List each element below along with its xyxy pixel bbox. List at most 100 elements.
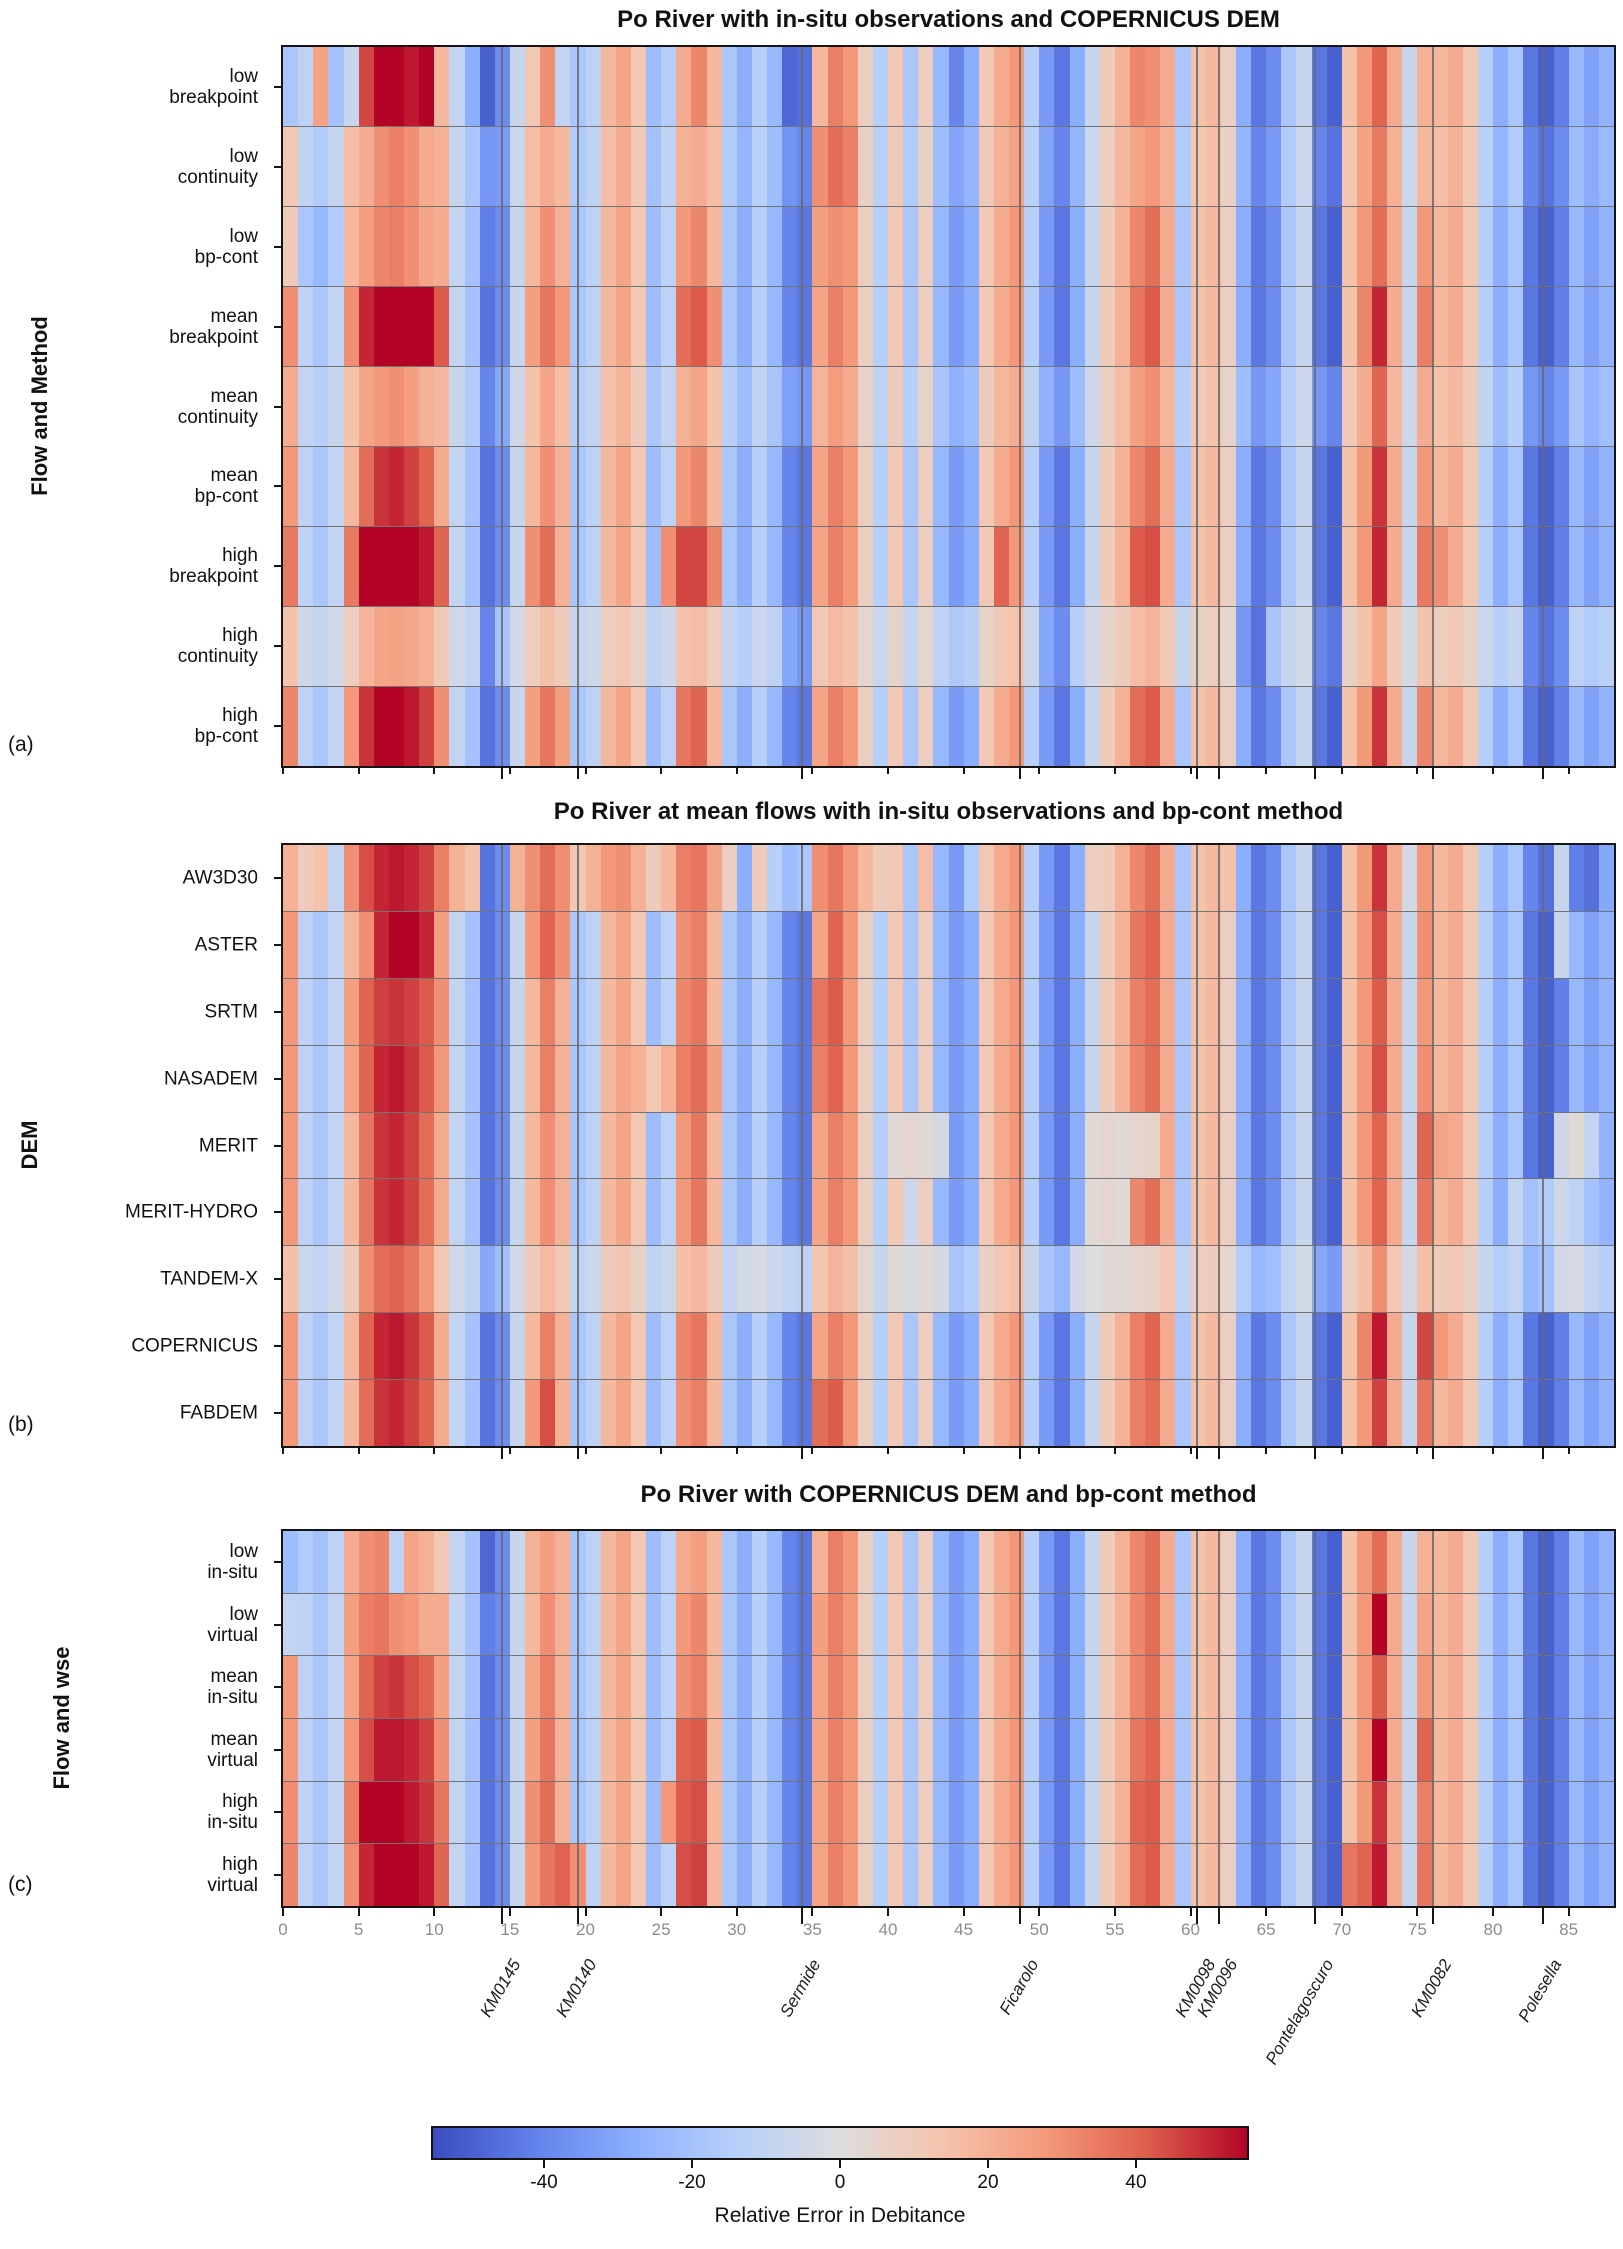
heatmap-cell: [434, 207, 450, 286]
x-tick-label-45: 45: [954, 1920, 974, 1939]
heatmap-cell: [373, 287, 389, 366]
heatmap-cell: [1553, 1179, 1569, 1246]
heatmap-cell: [1175, 1045, 1191, 1112]
heatmap-cell: [1508, 527, 1524, 606]
heatmap-cell: [525, 1112, 541, 1179]
heatmap-cell: [888, 207, 904, 286]
heatmap-cell: [1568, 1246, 1584, 1313]
heatmap-cell: [1447, 1531, 1463, 1593]
heatmap-cell: [1462, 1781, 1478, 1844]
heatmap-cell: [1447, 367, 1463, 446]
heatmap-cell: [585, 1313, 601, 1380]
heatmap-cell: [1220, 1781, 1236, 1844]
heatmap-cell: [1099, 1719, 1115, 1781]
heatmap-cell: [1009, 1531, 1025, 1593]
heatmap-cell: [721, 1112, 737, 1179]
heatmap-cell: [1523, 1593, 1539, 1656]
heatmap-cell: [1039, 207, 1055, 286]
heatmap-cell: [434, 607, 450, 686]
heatmap-cell: [1266, 1179, 1282, 1246]
heatmap-cell: [721, 1313, 737, 1380]
heatmap-cell: [751, 1593, 767, 1656]
heatmap-cell: [509, 527, 525, 606]
heatmap-cell: [1024, 1781, 1040, 1844]
heatmap-cell: [721, 127, 737, 206]
heatmap-cell: [1281, 911, 1297, 978]
heatmap-cell: [343, 978, 359, 1045]
heatmap-cell: [646, 978, 662, 1045]
heatmap-cell: [1266, 1781, 1282, 1844]
heatmap-cell: [525, 911, 541, 978]
x-tick-80: [1492, 768, 1494, 774]
heatmap-cell: [298, 287, 314, 366]
heatmap-cell: [509, 687, 525, 766]
heatmap-cell: [797, 1045, 813, 1112]
heatmap-cell: [358, 1112, 374, 1179]
colorbar: [431, 2126, 1249, 2160]
heatmap-cell: [797, 527, 813, 606]
heatmap-cell: [1130, 1045, 1146, 1112]
heatmap-cell: [1024, 47, 1040, 126]
colorbar-tick-20: [987, 2160, 989, 2168]
heatmap-cell: [1462, 1719, 1478, 1781]
heatmap-cell: [1039, 687, 1055, 766]
heatmap-cell: [1190, 1656, 1206, 1719]
x-tick-85: [1567, 768, 1570, 774]
heatmap-cell: [1054, 1313, 1070, 1380]
heatmap-cell: [1402, 1531, 1418, 1593]
heatmap-cell: [1538, 1593, 1554, 1656]
heatmap-cell: [1326, 1656, 1342, 1719]
x-tick-55: [1113, 1448, 1116, 1454]
heatmap-cell: [1175, 1719, 1191, 1781]
heatmap-cell: [313, 911, 329, 978]
heatmap-cell: [1069, 1719, 1085, 1781]
heatmap-cell: [751, 47, 767, 126]
heatmap-cell: [404, 1531, 420, 1593]
heatmap-cell: [615, 47, 631, 126]
heatmap-cell: [1598, 978, 1614, 1045]
heatmap-cell: [661, 978, 677, 1045]
station-tick-km0140: [576, 768, 579, 779]
heatmap-cell: [888, 687, 904, 766]
heatmap-cell: [993, 1246, 1009, 1313]
heatmap-cell: [373, 527, 389, 606]
heatmap-cell: [1372, 845, 1388, 911]
heatmap-cell: [1477, 911, 1493, 978]
heatmap-cell: [1205, 607, 1221, 686]
x-tick-75: [1416, 768, 1419, 774]
heatmap-cell: [540, 687, 556, 766]
heatmap-cell: [1114, 687, 1130, 766]
heatmap-cell: [1114, 367, 1130, 446]
heatmap-cell: [1130, 1380, 1146, 1447]
heatmap-cell: [615, 1593, 631, 1656]
heatmap-cell: [404, 911, 420, 978]
heatmap-cell: [1130, 1531, 1146, 1593]
station-line-sermide: [800, 47, 803, 766]
heatmap-cell: [373, 1179, 389, 1246]
heatmap-cell: [1462, 845, 1478, 911]
heatmap-cell: [1130, 287, 1146, 366]
heatmap-cell: [963, 1656, 979, 1719]
heatmap-cell: [1402, 127, 1418, 206]
heatmap-cell: [343, 607, 359, 686]
heatmap-cell: [812, 367, 828, 446]
heatmap-cell: [1220, 607, 1236, 686]
heatmap-cell: [1508, 1781, 1524, 1844]
heatmap-cell: [1024, 1380, 1040, 1447]
heatmap-cell: [358, 367, 374, 446]
heatmap-cell: [918, 127, 934, 206]
heatmap-cell: [1009, 287, 1025, 366]
heatmap-cell: [540, 1179, 556, 1246]
heatmap-cell: [1084, 1531, 1100, 1593]
heatmap-cell: [1251, 607, 1267, 686]
heatmap-cell: [978, 207, 994, 286]
heatmap-cell: [1296, 207, 1312, 286]
heatmap-cell: [1341, 911, 1357, 978]
heatmap-cell: [1084, 447, 1100, 526]
heatmap-cell: [646, 1246, 662, 1313]
heatmap-cell: [1160, 911, 1176, 978]
heatmap-cell: [600, 845, 616, 911]
heatmap-cell: [373, 1246, 389, 1313]
heatmap-cell: [449, 978, 465, 1045]
station-tick-pontelagoscuro: [1313, 1908, 1316, 1924]
